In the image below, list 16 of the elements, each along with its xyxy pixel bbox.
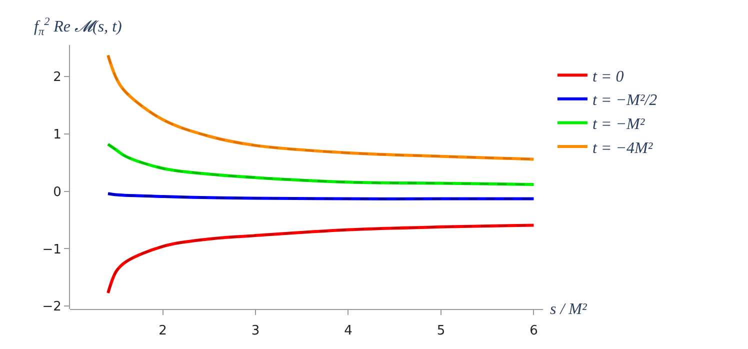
x-tick-label: 2: [158, 324, 167, 339]
x-tick-label: 3: [251, 324, 260, 339]
y-tick-label: 2: [53, 70, 62, 86]
y-tick-label: −1: [42, 242, 62, 258]
x-tick-label: 4: [344, 324, 352, 339]
y-tick-label: −2: [42, 300, 62, 315]
legend-label: t = −4M²: [592, 140, 654, 157]
x-tick-label: 6: [530, 324, 538, 339]
x-axis-title: s / M²: [550, 301, 588, 318]
y-tick-label: 0: [53, 184, 62, 200]
legend-label: t = 0: [592, 68, 624, 86]
legend-label: t = −M²/2: [592, 92, 658, 110]
y-tick-label: 1: [53, 128, 62, 143]
legend-label: t = −M²: [592, 116, 646, 133]
x-tick-label: 5: [436, 324, 446, 339]
y-axis-title: f$_{π}$$^{2}$ Re 𝓜(s, t): [34, 16, 122, 38]
